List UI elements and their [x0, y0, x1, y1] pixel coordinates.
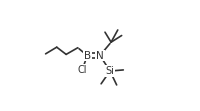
Text: Si: Si: [106, 66, 114, 76]
Text: Cl: Cl: [77, 65, 87, 75]
Text: B: B: [84, 51, 91, 60]
Text: N: N: [96, 51, 104, 60]
